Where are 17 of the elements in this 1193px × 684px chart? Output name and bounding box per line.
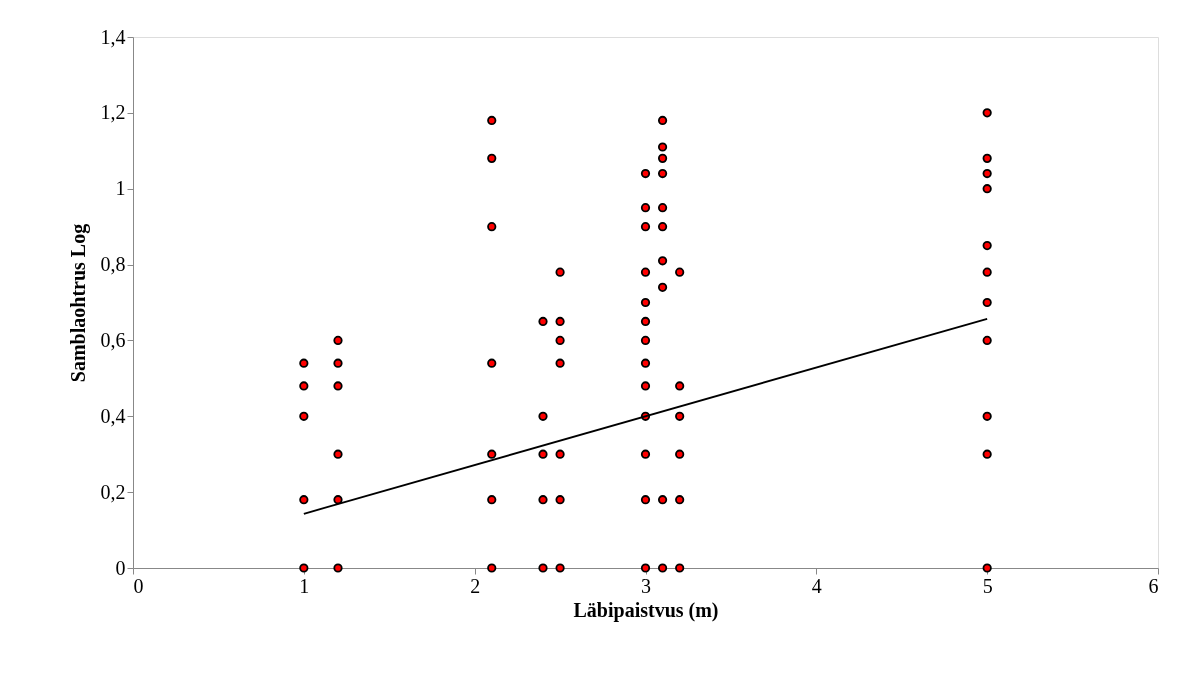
y-tick-label: 0,8 <box>100 253 126 276</box>
x-tick-label: 0 <box>133 574 144 597</box>
x-axis-title: Läbipaistvus (m) <box>573 598 719 622</box>
x-tick-label: 5 <box>982 574 993 597</box>
y-tick-label: 0 <box>115 556 126 579</box>
y-axis-title: Samblaohtrus Log <box>66 223 90 383</box>
y-tick-label: 1,2 <box>100 101 126 124</box>
y-tick-label: 0,4 <box>100 404 126 427</box>
x-tick-label: 2 <box>470 574 481 597</box>
x-tick-label: 3 <box>641 574 651 597</box>
x-tick-label: 4 <box>811 574 822 597</box>
y-tick-label: 1,4 <box>100 25 126 48</box>
y-tick-label: 0,2 <box>100 480 126 503</box>
y-tick-label: 1 <box>115 177 126 200</box>
x-tick-label: 1 <box>299 574 310 597</box>
y-tick-label: 0,6 <box>100 328 126 351</box>
x-tick-label: 6 <box>1148 574 1159 597</box>
